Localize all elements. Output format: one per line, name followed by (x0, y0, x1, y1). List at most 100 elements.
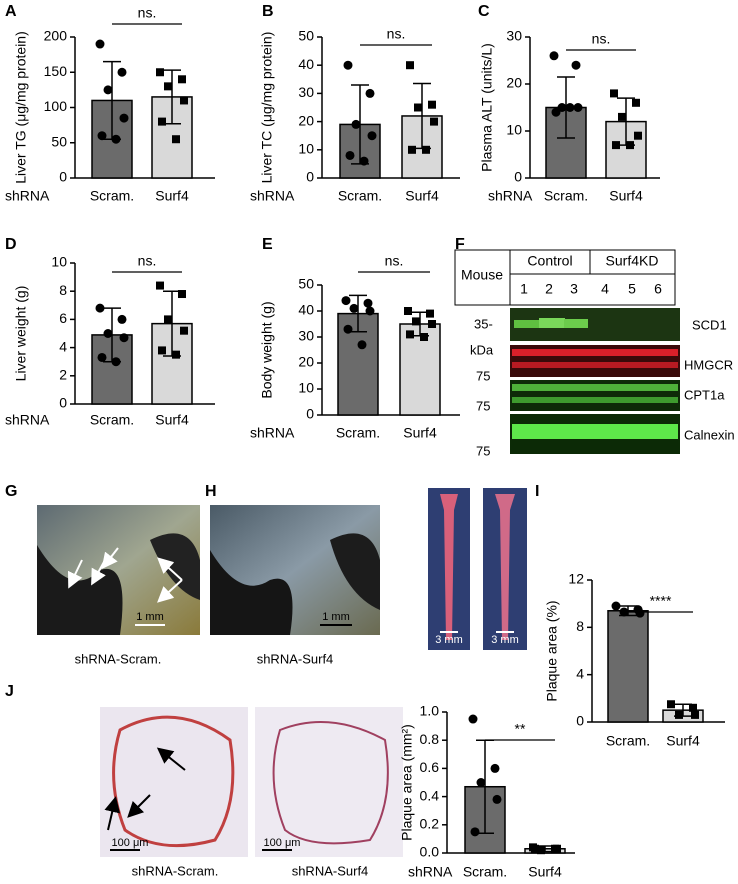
data-point (634, 131, 642, 140)
panel-label: D (5, 236, 17, 253)
y-tick-label: 0 (59, 395, 67, 411)
x-tick-label: Surf4 (609, 188, 643, 204)
y-tick-label: 0 (514, 169, 522, 185)
lane-label: 3 (570, 281, 578, 297)
data-point (426, 309, 434, 318)
x-axis-label: shRNA (5, 188, 50, 204)
data-point (349, 303, 359, 313)
scale-label: 1 mm (322, 611, 350, 623)
data-point (156, 68, 164, 77)
x-tick-label: Scram. (336, 425, 380, 441)
data-point (553, 844, 561, 853)
size-marker: 75 (476, 368, 490, 383)
data-point (365, 306, 375, 316)
protein-label: CPT1a (684, 387, 725, 402)
data-point (95, 303, 105, 313)
y-tick-label: 200 (44, 28, 68, 44)
x-tick-label: Scram. (544, 188, 588, 204)
y-axis-label: Body weight (g) (259, 301, 275, 398)
y-tick-label: 50 (298, 276, 314, 292)
x-tick-label: Scram. (463, 864, 507, 880)
data-point (117, 67, 127, 77)
photo-detail (150, 533, 200, 600)
y-tick-label: 0 (576, 713, 584, 729)
data-point (571, 60, 581, 70)
y-axis-label: Plaque area (mm²) (399, 724, 415, 841)
photo (100, 707, 248, 857)
data-point (119, 113, 129, 123)
y-tick-label: 0.6 (420, 759, 440, 775)
band (512, 349, 678, 356)
y-tick-label: 0 (306, 169, 314, 185)
scale-label: 1 mm (136, 611, 164, 623)
size-marker: 75 (476, 443, 490, 458)
y-tick-label: 40 (298, 302, 314, 318)
lane-label: 1 (520, 281, 528, 297)
data-point (341, 296, 351, 306)
data-point (404, 307, 412, 315)
scale-label: 3 mm (435, 634, 463, 646)
y-tick-label: 2 (59, 367, 67, 383)
lane-label: 6 (654, 281, 662, 297)
photo-panels: G 1 mm shRNA-Scram. H 1 mm shRNA-Surf4 (5, 483, 380, 666)
caption: shRNA-Surf4 (292, 863, 369, 878)
x-tick-label: Scram. (90, 188, 134, 204)
blot-panel: F Mouse Control Surf4KD 1 2 3 4 5 6 SCD1… (454, 236, 735, 458)
arrow (101, 547, 119, 570)
y-tick-label: 30 (298, 84, 314, 100)
data-point (414, 103, 422, 112)
significance-label: ns. (387, 26, 406, 42)
x-axis-label: shRNA (5, 412, 50, 428)
table-cell (509, 273, 676, 306)
panel-label: G (5, 483, 17, 500)
y-axis-label: Plasma ALT (units/L) (479, 43, 495, 172)
data-point (412, 317, 420, 326)
data-point (490, 763, 500, 773)
data-point (492, 794, 502, 804)
data-point (531, 844, 539, 853)
data-point (626, 141, 634, 150)
data-point (156, 281, 164, 290)
panel-label: F (455, 236, 465, 253)
y-tick-label: 0.0 (420, 844, 440, 860)
blot-header: Mouse (461, 267, 503, 283)
arrow (127, 794, 151, 818)
data-point (172, 135, 180, 144)
data-point (158, 346, 166, 355)
x-tick-label: Scram. (606, 733, 650, 749)
y-tick-label: 10 (506, 122, 522, 138)
significance-label: ** (515, 721, 526, 737)
data-point (158, 117, 166, 126)
y-tick-label: 50 (51, 133, 67, 149)
data-point (691, 710, 699, 719)
y-tick-label: 100 (44, 98, 68, 114)
data-point (468, 714, 478, 724)
photo-detail (495, 494, 515, 640)
y-tick-label: 20 (298, 112, 314, 128)
data-point (351, 119, 361, 129)
section-images: 100 μm shRNA-Scram. 100 μm shRNA-Surf4 (100, 707, 403, 878)
data-point (111, 134, 121, 144)
group-label: Surf4KD (606, 253, 659, 269)
x-tick-label: Surf4 (666, 733, 700, 749)
y-axis-label: Plaque area (%) (544, 600, 560, 701)
data-point (619, 607, 629, 617)
data-point (119, 333, 129, 343)
data-point (180, 326, 188, 335)
panel-label: I (535, 483, 539, 500)
group-label: Control (527, 253, 572, 269)
y-tick-label: 10 (298, 380, 314, 396)
data-point (406, 61, 414, 70)
data-point (551, 107, 561, 117)
x-axis-label: shRNA (488, 188, 533, 204)
size-marker: 35- (474, 316, 493, 331)
data-point (103, 329, 113, 338)
scale-label: 3 mm (491, 634, 519, 646)
data-point (97, 131, 107, 141)
scale-label: 100 μm (112, 837, 149, 849)
photo (255, 707, 403, 857)
aorta-images: 3 mm 3 mm (428, 488, 527, 650)
panel-label: C (478, 3, 490, 20)
